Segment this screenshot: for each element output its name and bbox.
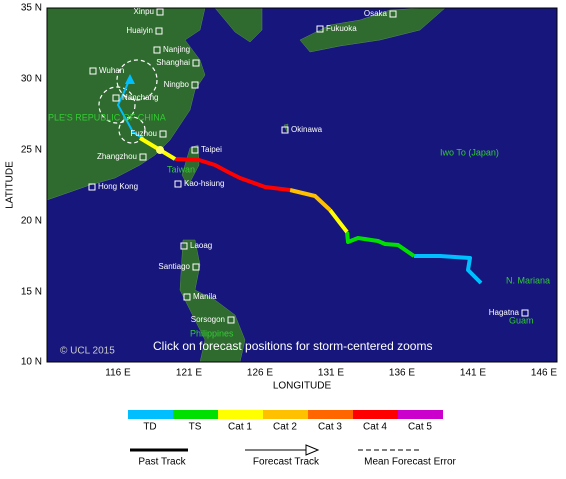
region-label: Guam [509, 315, 534, 325]
lon-label: 146 E [531, 368, 557, 379]
place-marker [88, 183, 96, 191]
place-marker [521, 309, 529, 317]
place-label: Taipei [201, 145, 222, 154]
lat-label: 20 N [21, 216, 42, 227]
lat-label: 10 N [21, 357, 42, 368]
lon-label: 121 E [176, 368, 202, 379]
region-label: Iwo To (Japan) [440, 147, 499, 157]
place-marker [389, 10, 397, 18]
lat-label: 35 N [21, 3, 42, 14]
place-label: Okinawa [291, 125, 323, 134]
place-marker [159, 130, 167, 138]
place-marker [281, 126, 289, 134]
place-label: Sorsogon [191, 315, 225, 324]
region-label: Philippines [190, 328, 234, 338]
legend-label: Cat 4 [363, 422, 387, 433]
region-label: Taiwan [167, 164, 195, 174]
place-label: Shanghai [156, 58, 190, 67]
lat-label: 30 N [21, 74, 42, 85]
place-label: Fuzhou [130, 129, 157, 138]
place-label: Ningbo [164, 80, 190, 89]
place-label: Kao-hsiung [184, 179, 224, 188]
y-axis-title: LATITUDE [5, 161, 16, 209]
place-marker [227, 316, 235, 324]
place-label: Nanjing [163, 45, 190, 54]
place-label: Nanchang [122, 93, 158, 102]
map [47, 8, 557, 362]
place-marker [89, 67, 97, 75]
place-label: Laoag [190, 241, 212, 250]
place-marker [139, 153, 147, 161]
legend-label: Cat 3 [318, 422, 342, 433]
legend-line-label: Mean Forecast Error [364, 457, 456, 468]
region-label: PLE'S REPUBLIC OF CHINA [48, 112, 166, 122]
legend-label: Cat 2 [273, 422, 297, 433]
place-label: Xinpu [134, 7, 154, 16]
place-label: Fukuoka [326, 24, 357, 33]
notice: Click on forecast positions for storm-ce… [153, 339, 432, 353]
place-label: Huaiyin [126, 26, 153, 35]
legend-line-label: Past Track [138, 457, 186, 468]
place-marker [112, 94, 120, 102]
place-marker [192, 59, 200, 67]
legend-label: Cat 5 [408, 422, 432, 433]
place-marker [183, 293, 191, 301]
place-label: Santiago [158, 262, 190, 271]
lon-label: 126 E [247, 368, 273, 379]
place-marker [192, 263, 200, 271]
lat-label: 15 N [21, 287, 42, 298]
place-marker [153, 46, 161, 54]
copyright: © UCL 2015 [60, 346, 115, 357]
place-marker [156, 8, 164, 16]
lon-label: 116 E [105, 368, 131, 379]
frame [46, 7, 558, 363]
place-label: Osaka [364, 9, 388, 18]
place-marker [180, 242, 188, 250]
x-axis-title: LONGITUDE [273, 381, 332, 392]
lon-label: 131 E [318, 368, 344, 379]
region-label: N. Mariana [506, 275, 550, 285]
place-label: Hagatna [489, 308, 520, 317]
place-marker [316, 25, 324, 33]
legend-label: TS [189, 422, 202, 433]
legend-line-label: Forecast Track [253, 457, 320, 468]
place-marker [155, 27, 163, 35]
place-marker [191, 146, 199, 154]
lon-label: 136 E [389, 368, 415, 379]
legend-label: TD [143, 422, 156, 433]
place-marker [174, 180, 182, 188]
lat-label: 25 N [21, 145, 42, 156]
legend-label: Cat 1 [228, 422, 252, 433]
place-label: Zhangzhou [97, 152, 137, 161]
lon-label: 141 E [460, 368, 486, 379]
place-label: Wuhan [99, 66, 124, 75]
place-marker [191, 81, 199, 89]
place-label: Manila [193, 292, 217, 301]
place-label: Hong Kong [98, 182, 138, 191]
